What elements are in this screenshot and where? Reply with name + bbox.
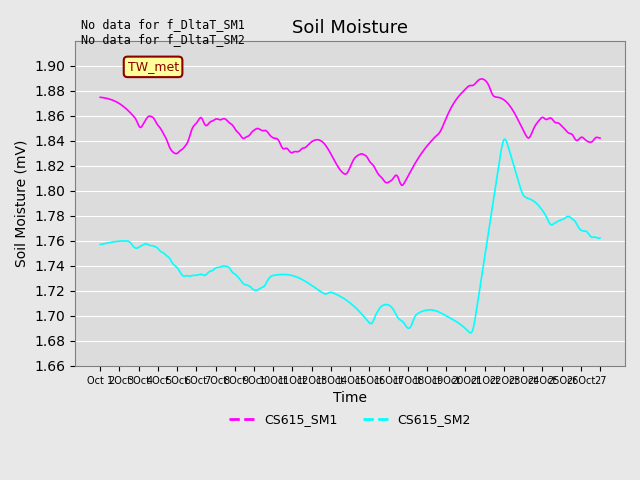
Y-axis label: Soil Moisture (mV): Soil Moisture (mV) [15,140,29,267]
Line: CS615_SM2: CS615_SM2 [100,139,600,333]
CS615_SM2 [596,235,604,241]
CS615_SM2 [595,235,602,241]
CS615_SM2 [129,243,137,249]
CS615_SM1 [530,126,538,132]
CS615_SM2 [501,136,509,142]
CS615_SM1 [129,113,137,119]
Title: Soil Moisture: Soil Moisture [292,19,408,36]
CS615_SM1 [477,76,485,82]
CS615_SM1 [97,95,104,100]
CS615_SM2 [467,330,475,336]
X-axis label: Time: Time [333,391,367,405]
CS615_SM1 [595,135,602,141]
CS615_SM2 [113,239,121,244]
Legend: CS615_SM1, CS615_SM2: CS615_SM1, CS615_SM2 [224,408,476,431]
CS615_SM2 [452,319,460,324]
CS615_SM2 [530,198,538,204]
Text: No data for f_DltaT_SM1
No data for f_DltaT_SM2: No data for f_DltaT_SM1 No data for f_Dl… [81,18,244,46]
CS615_SM2 [97,241,104,247]
CS615_SM2 [353,307,361,312]
CS615_SM1 [353,153,361,158]
CS615_SM1 [596,135,604,141]
CS615_SM1 [113,99,121,105]
CS615_SM1 [454,95,461,100]
Line: CS615_SM1: CS615_SM1 [100,79,600,185]
CS615_SM1 [398,182,406,188]
Text: TW_met: TW_met [127,60,179,73]
